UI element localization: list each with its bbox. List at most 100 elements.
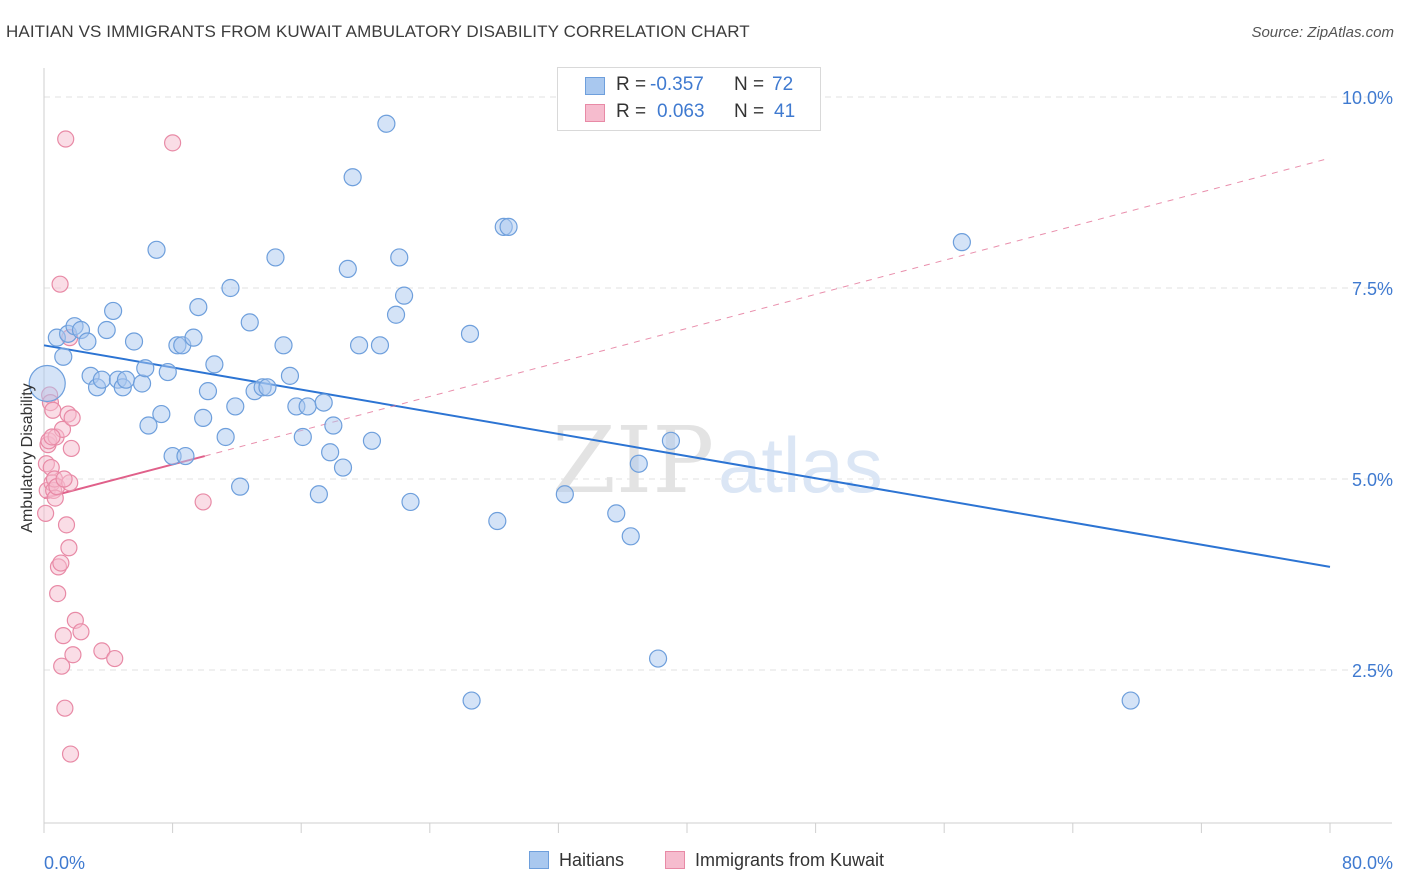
haitians-point xyxy=(460,324,480,343)
haitians-point xyxy=(343,168,362,187)
haitians-point xyxy=(370,336,390,355)
kuwait-point xyxy=(164,134,182,152)
haitians-point xyxy=(92,370,111,389)
source-label: Source: ZipAtlas.com xyxy=(1251,24,1394,41)
watermark: ZIPatlas xyxy=(552,407,883,514)
kuwait-point xyxy=(37,504,55,522)
haitians-point xyxy=(104,301,123,321)
haitians-point xyxy=(394,286,414,305)
r-label: R = xyxy=(616,74,647,95)
haitians-point xyxy=(258,378,277,397)
kuwait-point xyxy=(106,649,124,668)
kuwait-point xyxy=(54,627,72,645)
haitians-swatch xyxy=(585,77,605,95)
kuwait-point xyxy=(61,745,80,763)
haitians-point xyxy=(1121,691,1140,710)
haitians-point xyxy=(189,298,208,317)
watermark-atlas: atlas xyxy=(718,421,883,509)
haitians-point xyxy=(661,431,681,450)
kuwait-point xyxy=(51,275,69,293)
haitians-point xyxy=(314,393,333,412)
haitians-point xyxy=(194,408,213,427)
y-tick-label: 5.0% xyxy=(1352,470,1393,490)
stats-legend: R = -0.357 N = 72 R = 0.063 N = 41 xyxy=(557,67,821,131)
haitians-point xyxy=(377,114,396,133)
haitians-trend-line xyxy=(43,344,1331,568)
kuwait-point xyxy=(93,642,111,660)
x-tick-label: 80.0% xyxy=(1342,853,1393,873)
haitians-point xyxy=(952,233,971,252)
haitians-point xyxy=(280,366,300,385)
haitians-point xyxy=(136,359,155,378)
chart-title: HAITIAN VS IMMIGRANTS FROM KUWAIT AMBULA… xyxy=(6,22,750,41)
y-tick-label: 2.5% xyxy=(1352,661,1393,681)
haitians-point xyxy=(147,240,166,259)
kuwait-point xyxy=(57,516,76,534)
kuwait-point xyxy=(49,584,67,603)
haitians-point xyxy=(321,443,340,462)
r-value: 0.063 xyxy=(657,101,705,122)
haitians-point xyxy=(309,485,328,504)
haitians-point xyxy=(78,332,97,351)
haitians-point xyxy=(221,278,240,298)
y-axis-label: Ambulatory Disability xyxy=(19,383,36,533)
haitians-point xyxy=(184,328,203,347)
kuwait-point xyxy=(52,554,70,572)
haitians-point xyxy=(488,511,507,531)
kuwait-trend-line-extended xyxy=(204,157,1331,457)
n-label: N = xyxy=(734,74,765,95)
haitians-point xyxy=(216,427,235,447)
kuwait-point xyxy=(57,130,75,148)
haitians-point xyxy=(274,336,293,355)
kuwait-swatch xyxy=(665,851,685,869)
haitians-point xyxy=(176,446,195,466)
kuwait-point xyxy=(43,428,61,446)
haitians-point xyxy=(324,416,343,435)
kuwait-point xyxy=(55,470,73,488)
kuwait-point xyxy=(63,409,81,427)
legend-item-haitians[interactable]: Haitians xyxy=(529,850,624,871)
legend-item-kuwait[interactable]: Immigrants from Kuwait xyxy=(665,850,884,871)
haitians-point xyxy=(338,259,357,278)
haitians-point xyxy=(124,332,144,351)
haitians-point xyxy=(139,416,158,435)
haitians-point xyxy=(152,404,171,424)
y-tick-label: 10.0% xyxy=(1342,88,1393,108)
data-points xyxy=(28,114,1140,763)
haitians-point xyxy=(198,382,218,401)
grid-lines xyxy=(44,96,1392,671)
haitians-point xyxy=(607,504,626,523)
haitians-point xyxy=(54,347,73,366)
haitians-point xyxy=(499,217,518,236)
haitians-point xyxy=(333,458,353,477)
x-tick-label: 0.0% xyxy=(44,853,85,873)
haitians-point xyxy=(97,320,116,340)
haitians-point xyxy=(629,454,648,473)
haitians-point xyxy=(266,248,285,267)
kuwait-point xyxy=(72,623,90,641)
haitians-point xyxy=(555,485,574,504)
haitians-point xyxy=(116,370,136,389)
haitians-point xyxy=(298,397,317,416)
haitians-point xyxy=(462,691,481,710)
kuwait-point xyxy=(60,539,78,557)
series-legend: Haitians Immigrants from Kuwait xyxy=(0,850,1406,878)
haitians-point xyxy=(386,305,406,324)
haitians-point xyxy=(28,364,66,403)
kuwait-point xyxy=(44,401,62,419)
haitians-swatch xyxy=(529,851,549,869)
kuwait-swatch xyxy=(585,104,605,122)
haitians-point xyxy=(293,427,312,447)
haitians-point xyxy=(648,649,668,668)
legend-label: Immigrants from Kuwait xyxy=(695,850,885,870)
kuwait-point xyxy=(62,439,80,458)
r-label: R = xyxy=(616,101,647,122)
haitians-point xyxy=(132,374,152,393)
kuwait-point xyxy=(56,699,74,717)
tick-labels: 2.5% 5.0% 7.5% 10.0% 0.0% 80.0% xyxy=(44,88,1393,873)
haitians-point xyxy=(158,362,177,382)
r-value: -0.357 xyxy=(650,74,704,95)
haitians-point xyxy=(226,397,245,416)
n-label: N = xyxy=(734,101,765,122)
